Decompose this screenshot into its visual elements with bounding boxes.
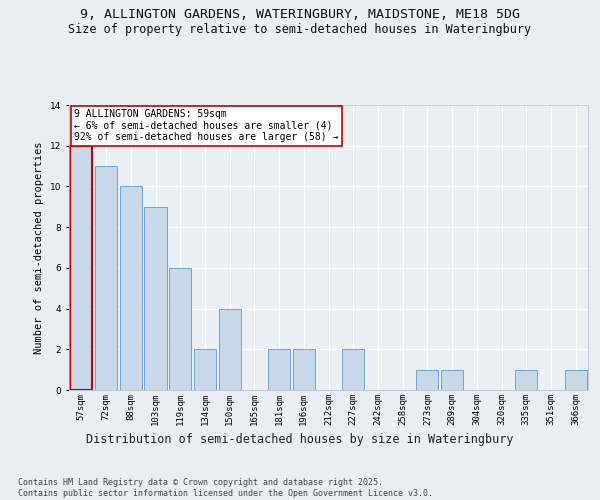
Bar	[119, 186, 142, 390]
Bar	[218, 308, 241, 390]
Bar	[342, 350, 364, 390]
Bar	[441, 370, 463, 390]
Bar	[565, 370, 587, 390]
Text: Contains HM Land Registry data © Crown copyright and database right 2025.
Contai: Contains HM Land Registry data © Crown c…	[18, 478, 433, 498]
Text: Size of property relative to semi-detached houses in Wateringbury: Size of property relative to semi-detach…	[68, 22, 532, 36]
Bar	[293, 350, 315, 390]
Bar	[70, 146, 92, 390]
Bar	[95, 166, 117, 390]
Text: 9 ALLINGTON GARDENS: 59sqm
← 6% of semi-detached houses are smaller (4)
92% of s: 9 ALLINGTON GARDENS: 59sqm ← 6% of semi-…	[74, 110, 338, 142]
Text: Distribution of semi-detached houses by size in Wateringbury: Distribution of semi-detached houses by …	[86, 432, 514, 446]
Bar	[145, 207, 167, 390]
Text: 9, ALLINGTON GARDENS, WATERINGBURY, MAIDSTONE, ME18 5DG: 9, ALLINGTON GARDENS, WATERINGBURY, MAID…	[80, 8, 520, 20]
Bar	[169, 268, 191, 390]
Y-axis label: Number of semi-detached properties: Number of semi-detached properties	[34, 141, 44, 354]
Bar	[515, 370, 538, 390]
Bar	[416, 370, 439, 390]
Bar	[194, 350, 216, 390]
Bar	[268, 350, 290, 390]
